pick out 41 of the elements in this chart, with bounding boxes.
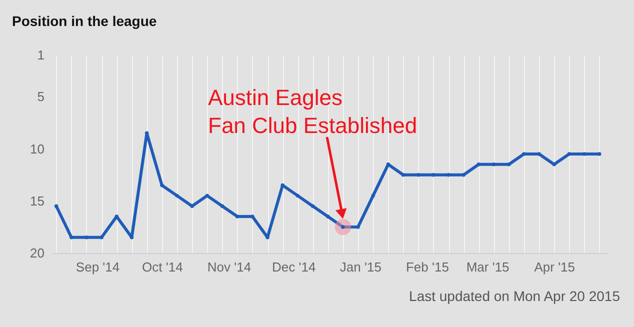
point [506,162,511,166]
point [371,194,375,198]
point [537,152,541,156]
x-tick-label: Nov '14 [207,260,252,274]
point [310,204,315,208]
x-tick-label: Apr '15 [534,260,576,274]
point [70,236,74,240]
y-tick-label: 20 [30,246,44,260]
y-tick-label: 10 [30,141,44,156]
point [100,236,104,240]
point [54,204,58,208]
point [598,152,602,156]
point [522,152,526,156]
chart-title: Position in the league [12,13,157,29]
point [401,172,406,177]
point [326,214,330,218]
annotation: Austin Eagles Fan Club Established [208,85,418,138]
point [476,162,481,166]
point [462,172,466,177]
x-tick-label: Oct '14 [142,260,183,274]
point [220,204,224,208]
y-tick-label: 1 [37,48,44,62]
point [190,204,194,208]
point [130,236,134,240]
point [266,236,270,240]
y-tick-label: 15 [30,193,44,208]
text: Last updated on Mon Apr 20 2015 [409,288,620,304]
point [160,183,164,188]
point [356,225,360,229]
y-tick-label: 5 [37,89,44,104]
point [84,236,88,240]
point [175,194,179,198]
point [296,194,300,198]
point [492,162,496,166]
x-tick-label: Mar '15 [466,260,510,274]
point [416,172,420,177]
x-tick-label: Feb '15 [406,260,449,274]
x-tick-label: Dec '14 [272,260,316,274]
point [250,214,254,218]
x-tick-label: Sep '14 [76,260,120,274]
x-tick-label: Jan '15 [340,260,382,274]
